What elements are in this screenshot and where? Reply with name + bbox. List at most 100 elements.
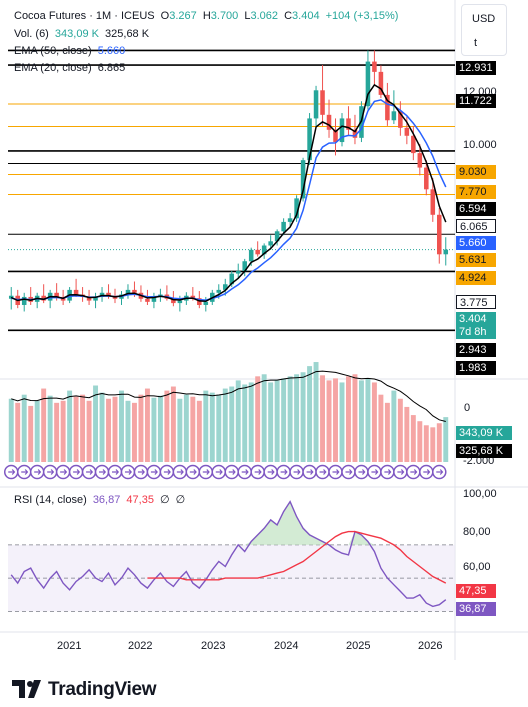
volume-tick: -2.000 [463, 455, 495, 467]
volume-bar [300, 372, 306, 462]
volume-bar [15, 402, 21, 462]
rsi-tick: 60,00 [463, 561, 491, 573]
volume-bar [73, 396, 79, 462]
volume-bar [333, 378, 338, 462]
event-arrow-icon [241, 469, 249, 475]
volume-tick: 0 [464, 402, 471, 414]
rsi-null-2: ∅ [175, 494, 186, 506]
volume-bar [365, 378, 371, 462]
legend-rsi[interactable]: RSI (14, close) 36,87 47,35 ∅ ∅ [14, 494, 188, 507]
candle-body [274, 231, 280, 242]
volume-bar [378, 394, 384, 462]
rsi-tag: 36,87 [456, 602, 496, 616]
currency-selector[interactable]: USD t [461, 4, 507, 56]
ema20-value: 6.865 [97, 62, 126, 74]
volume-bar [404, 406, 410, 462]
x-tick: 2022 [128, 640, 153, 652]
volume-bar [235, 380, 241, 462]
volume-bar [216, 394, 222, 462]
candle-body [398, 111, 403, 128]
event-arrow-icon [112, 469, 120, 475]
volume-ma-value: 325,68 K [105, 28, 150, 40]
open-value: 3.267 [169, 10, 197, 22]
unit-label: t [474, 37, 478, 49]
volume-bar [443, 417, 449, 462]
open-label: O [160, 10, 170, 22]
level-tag: 9.030 [456, 165, 496, 179]
rsi-tick: 100,00 [463, 488, 497, 500]
event-arrow-icon [73, 469, 81, 475]
candle-body [190, 295, 196, 299]
volume-bar [190, 396, 196, 462]
volume-bar [8, 398, 14, 462]
level-tag: 12.931 [456, 61, 496, 75]
x-tick: 2024 [274, 640, 299, 652]
volume-bar [255, 376, 261, 462]
last-price-tag: 3.404 [456, 312, 496, 326]
candle-body [437, 214, 442, 255]
volume-bar [248, 382, 254, 462]
volume-bar [203, 390, 209, 462]
volume-bar [157, 395, 163, 462]
candle-body [372, 61, 377, 72]
symbol-title[interactable]: Cocoa Futures · 1M · ICEUS [14, 10, 155, 22]
candle-body [8, 295, 14, 299]
close-label: C [284, 10, 293, 22]
candle-body [203, 301, 209, 305]
volume-value: 343,09 K [54, 28, 99, 40]
candle-body [261, 245, 267, 255]
candle-body [222, 284, 228, 290]
candle-body [430, 189, 436, 215]
change-value: +104 (+3,15%) [325, 10, 399, 22]
ema20-line [10, 83, 447, 303]
rsi-line [10, 500, 447, 608]
high-label: H [202, 10, 211, 22]
candle-body [93, 296, 98, 301]
candle-body [385, 94, 390, 121]
volume-bar [410, 415, 416, 462]
volume-bar [112, 396, 118, 462]
candle-body [417, 153, 423, 168]
rsi-tick: 80,00 [463, 526, 491, 538]
volume-bar [41, 388, 47, 462]
candle-body [346, 118, 351, 130]
legend-ema20[interactable]: EMA (20, close) 6.865 [14, 62, 128, 75]
candle-body [41, 295, 46, 301]
legend-volume[interactable]: Vol. (6) 343,09 K 325,68 K [14, 28, 152, 41]
currency-code: USD [472, 13, 496, 25]
candle-body [287, 218, 293, 222]
event-arrow-icon [436, 469, 444, 475]
event-arrow-icon [345, 469, 353, 475]
event-arrow-icon [397, 469, 405, 475]
rsi-label: RSI (14, close) [14, 494, 87, 506]
volume-bar [119, 390, 124, 462]
level-tag: 6.065 [456, 219, 496, 233]
candle-body [125, 289, 131, 295]
candle-body [248, 249, 254, 262]
candle-body [294, 198, 299, 219]
event-arrow-icon [34, 469, 42, 475]
level-tag: 5.660 [456, 236, 496, 250]
legend-main: Cocoa Futures · 1M · ICEUS O3.267 H3.700… [14, 10, 401, 23]
candle-body [73, 289, 79, 295]
volume-bar [21, 394, 27, 462]
volume-bar [436, 423, 442, 462]
legend-ema50[interactable]: EMA (50, close) 5.660 [14, 45, 128, 58]
event-arrow-icon [21, 469, 29, 475]
ema50-line [11, 99, 447, 301]
level-tag: 5.631 [456, 253, 496, 267]
volume-bar [60, 400, 66, 462]
candle-body [378, 71, 384, 95]
volume-bar [99, 392, 105, 462]
x-tick: 2021 [57, 640, 82, 652]
event-arrow-icon [189, 469, 197, 475]
candle-body [391, 111, 397, 121]
event-arrow-icon [137, 469, 145, 475]
volume-bar [86, 400, 92, 462]
event-arrow-icon [8, 469, 16, 475]
event-arrow-icon [99, 469, 107, 475]
level-tag: 2.943 [456, 343, 496, 357]
volume-bar [164, 390, 170, 462]
